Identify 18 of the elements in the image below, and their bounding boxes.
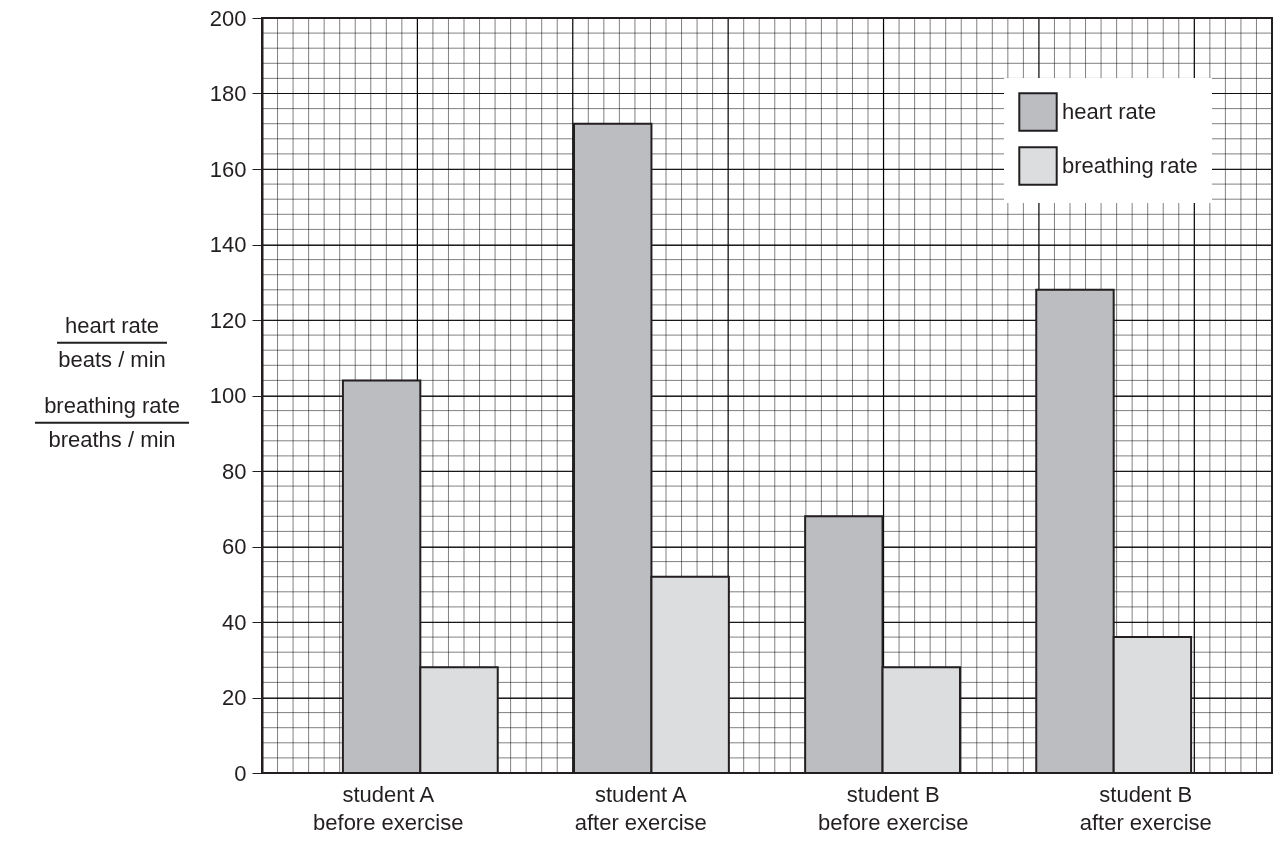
legend-label: breathing rate xyxy=(1062,153,1198,178)
y-tick-label: 100 xyxy=(209,383,247,408)
y-tick-label: 20 xyxy=(222,685,247,710)
y-tick-label: 120 xyxy=(209,307,247,333)
y-tick-label: 140 xyxy=(209,232,247,257)
x-tick-label: student B before exercise xyxy=(818,782,969,835)
y-axis-title: heart rate beats / min breathing rate breaths / min xyxy=(44,312,180,452)
legend-label: heart rate xyxy=(1062,99,1157,124)
x-tick-label: student B after exercise xyxy=(1079,782,1212,835)
y-tick-label: 160 xyxy=(209,156,247,182)
y-tick-label: 80 xyxy=(222,458,247,484)
x-tick-label: student A before exercise xyxy=(313,782,464,835)
y-tick-label: 60 xyxy=(222,534,247,559)
y-tick-label: 200 xyxy=(209,5,247,31)
y-tick-label: 40 xyxy=(222,609,247,635)
x-tick-label: student A after exercise xyxy=(574,782,707,835)
y-tick-label: 180 xyxy=(209,81,247,106)
y-tick-label: 0 xyxy=(234,760,247,786)
